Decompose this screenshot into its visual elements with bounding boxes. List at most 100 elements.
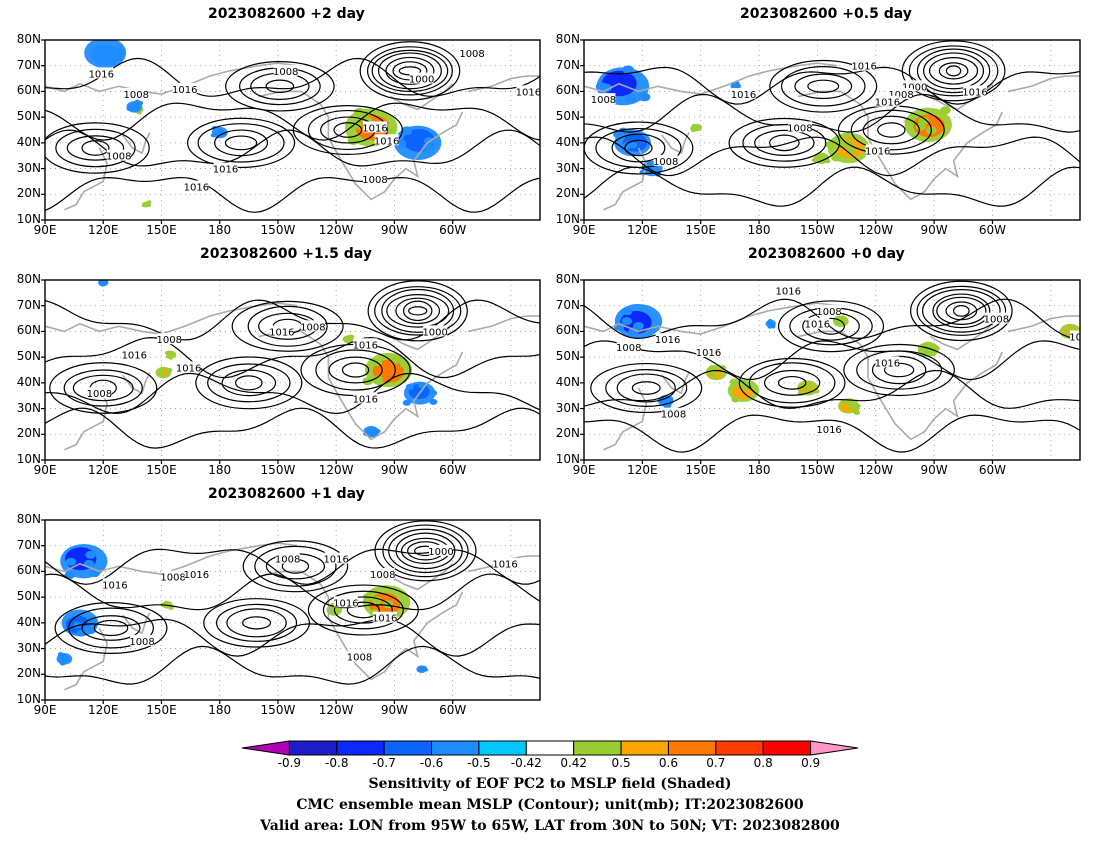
- coastline: [64, 627, 108, 691]
- contour-label: 1008: [157, 335, 182, 346]
- isobar-contour: [315, 349, 396, 391]
- negative-sensitivity-area-speck: [85, 550, 96, 559]
- positive-sensitivity-area-speck: [904, 117, 915, 126]
- isobar-contour: [777, 375, 807, 390]
- contour-label: 1016: [362, 123, 387, 134]
- y-tick-label: 80N: [16, 32, 41, 46]
- isobar-contour: [922, 289, 1001, 333]
- positive-sensitivity-area-speck: [824, 158, 831, 164]
- contour-label-bg: [124, 88, 149, 99]
- isobar-contour: [346, 601, 380, 619]
- isobar-contour: [49, 362, 158, 414]
- y-tick-label: 20N: [16, 426, 41, 441]
- negative-sensitivity-area-speck: [134, 99, 141, 104]
- negative-sensitivity-area-speck: [86, 627, 96, 634]
- x-tick-label: 180: [208, 463, 232, 477]
- contour-label: 1000: [902, 82, 927, 93]
- colorbar-tick-label: -0.42: [510, 756, 542, 770]
- isobar-contour: [382, 524, 469, 578]
- isobar-contour: [242, 616, 272, 630]
- isobar-contour: [45, 573, 540, 611]
- isobar-contour: [45, 372, 540, 415]
- isobar-contour: [923, 52, 985, 90]
- contour-label-bg: [87, 387, 112, 399]
- y-tick-label: 70N: [16, 537, 41, 552]
- x-tick-label: 120E: [87, 223, 119, 237]
- contour-label: 1008: [362, 175, 387, 186]
- isobar-contour: [584, 136, 1080, 177]
- isobar-contour: [584, 166, 1080, 207]
- positive-sensitivity-area-speck: [347, 334, 353, 339]
- isobar-contour: [367, 280, 468, 342]
- x-tick-label: 120W: [318, 223, 354, 237]
- contour-label: 1008: [591, 95, 616, 106]
- y-tick-label: 60N: [555, 323, 580, 338]
- x-tick-label: 90E: [572, 223, 596, 237]
- isobar-contour: [247, 305, 328, 347]
- footer-line-2: CMC ensemble mean MSLP (Contour); unit(m…: [296, 797, 804, 813]
- isobar-contour: [216, 603, 298, 642]
- isobar-contour: [780, 66, 866, 107]
- contour-label: 1008: [787, 123, 812, 134]
- contour-label-bg: [353, 392, 378, 404]
- contour-label: 1016: [176, 363, 201, 374]
- contour-label-bg: [370, 568, 395, 579]
- y-tick-label: 50N: [16, 109, 41, 124]
- positive-sensitivity-area-speck: [825, 140, 836, 149]
- positive-sensitivity-area-speck: [372, 375, 383, 384]
- contour-label-bg: [273, 64, 298, 76]
- contour-label-bg: [516, 85, 540, 97]
- negative-sensitivity-area-speck: [402, 399, 411, 406]
- positive-sensitivity-area-speck: [731, 396, 740, 403]
- negative-sensitivity-area-speck: [429, 389, 438, 397]
- contour-label-bg: [106, 149, 131, 161]
- isobar-contour: [45, 176, 540, 213]
- isobar-contour: [45, 102, 540, 141]
- y-tick-label: 50N: [555, 349, 580, 364]
- positive-sensitivity-area-speck: [918, 116, 930, 125]
- positive-sensitivity-area-speck: [805, 382, 812, 388]
- negative-sensitivity-area-speck: [210, 133, 217, 138]
- isobar-contour: [932, 293, 991, 329]
- isobar-contour: [794, 73, 853, 100]
- isobar-contour: [224, 135, 258, 151]
- contour-label-bg: [984, 312, 1009, 324]
- isobar-contour: [584, 93, 1080, 133]
- isobar-contour: [843, 343, 955, 397]
- contour-label: 1008: [273, 67, 298, 78]
- positive-sensitivity-area-speck: [811, 157, 818, 163]
- isobar-contour: [322, 590, 404, 630]
- y-tick-label: 40N: [555, 134, 580, 149]
- isobar-contour: [584, 298, 1080, 340]
- x-tick-label: 60W: [439, 703, 467, 717]
- x-tick-label: 150W: [800, 463, 835, 477]
- isobar-contour: [45, 618, 540, 657]
- panel-title: 2023082600 +2 day: [208, 6, 365, 22]
- contour-label: 1016: [805, 320, 830, 331]
- negative-sensitivity-area-speck: [57, 652, 64, 657]
- contour-label: 1000: [422, 327, 447, 338]
- contour-label-bg: [184, 568, 209, 579]
- isobar-contour: [590, 362, 703, 414]
- coastline: [468, 315, 540, 333]
- isobar-contour: [584, 340, 1080, 381]
- contour-label: 1008: [106, 152, 131, 163]
- y-tick-label: 30N: [16, 160, 41, 175]
- isobar-contour: [748, 362, 836, 404]
- contour-label-bg: [324, 552, 349, 564]
- isobar-contour: [366, 46, 453, 96]
- isobar-contour: [307, 109, 388, 151]
- isobar-contour: [226, 608, 287, 638]
- x-tick-label: 150W: [800, 223, 835, 237]
- coastline: [797, 90, 1003, 201]
- positive-sensitivity-area-speck: [142, 202, 147, 206]
- contour-label: 1016: [1069, 333, 1094, 344]
- isobar-contour: [207, 363, 291, 403]
- x-tick-label: 150E: [146, 463, 177, 477]
- contour-label: 1016: [962, 87, 987, 98]
- isobar-contour: [63, 369, 143, 407]
- isobar-contour: [45, 299, 540, 341]
